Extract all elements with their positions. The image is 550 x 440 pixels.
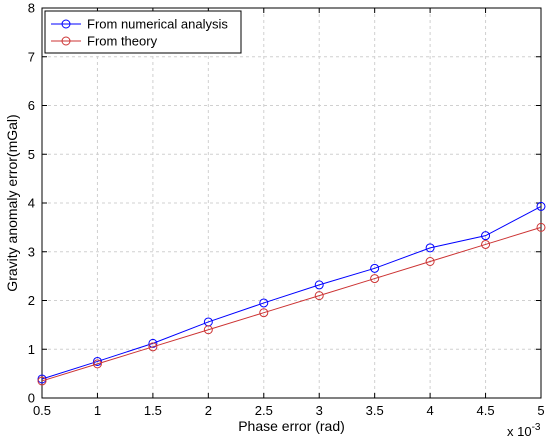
x-tick-label: 0.5 [33,403,51,418]
data-point [370,263,380,273]
y-tick-label: 4 [28,196,35,211]
data-point [370,274,380,284]
x-tick-label: 4 [426,403,433,418]
legend-label: From numerical analysis [87,17,228,32]
series-1 [37,201,546,384]
x-tick-label: 1.5 [144,403,162,418]
y-tick-label: 2 [28,293,35,308]
data-point [37,376,47,386]
data-point [314,291,324,301]
y-tick-label: 5 [28,147,35,162]
data-point [536,222,546,232]
x-tick-label: 4.5 [477,403,495,418]
y-tick-label: 3 [28,244,35,259]
data-point [536,201,546,211]
data-point [425,257,435,266]
data-point [92,359,102,369]
data-point [148,338,158,348]
series-line [41,226,542,382]
legend-item: From theory [51,34,158,49]
grid [42,8,541,398]
x-multiplier-label: x 10-3 [507,422,541,439]
legend-marker [61,36,71,46]
legend-marker [61,19,71,29]
data-point [259,308,269,318]
series-group [37,201,546,386]
x-tick-label: 2.5 [255,403,273,418]
series-line [41,205,542,380]
x-tick-label: 2 [205,403,212,418]
x-axis-label: Phase error (rad) [238,418,345,434]
y-tick-label: 6 [28,98,35,113]
legend: From numerical analysis From theory [44,10,242,54]
data-point [425,243,435,253]
y-tick-label: 7 [28,49,35,64]
y-axis-label: Gravity anomaly error(mGal) [4,114,20,291]
x-multiplier-exponent: -3 [532,422,541,433]
data-point [259,298,269,308]
legend-item: From numerical analysis [51,17,228,32]
data-point [92,356,102,366]
x-tick-label: 5 [537,403,544,418]
data-point [148,342,158,352]
y-tick-label: 1 [28,342,35,357]
y-tick-label: 8 [28,1,35,16]
legend-label: From theory [87,34,158,49]
x-multiplier-base: x 10 [507,424,532,439]
data-point [203,325,213,335]
x-tick-label: 1 [94,403,101,418]
legend-box [44,10,242,54]
data-point [481,239,491,249]
x-tick-label: 3 [316,403,323,418]
data-point [481,231,491,241]
data-point [314,280,324,290]
series-2 [37,222,546,386]
axis-ticks: 0.5 1 1.5 2 2.5 3 3.5 4 4.5 5 0 1 2 3 4 5 6 7 8 [28,1,545,419]
y-tick-label: 0 [28,391,35,406]
x-tick-label: 3.5 [366,403,384,418]
